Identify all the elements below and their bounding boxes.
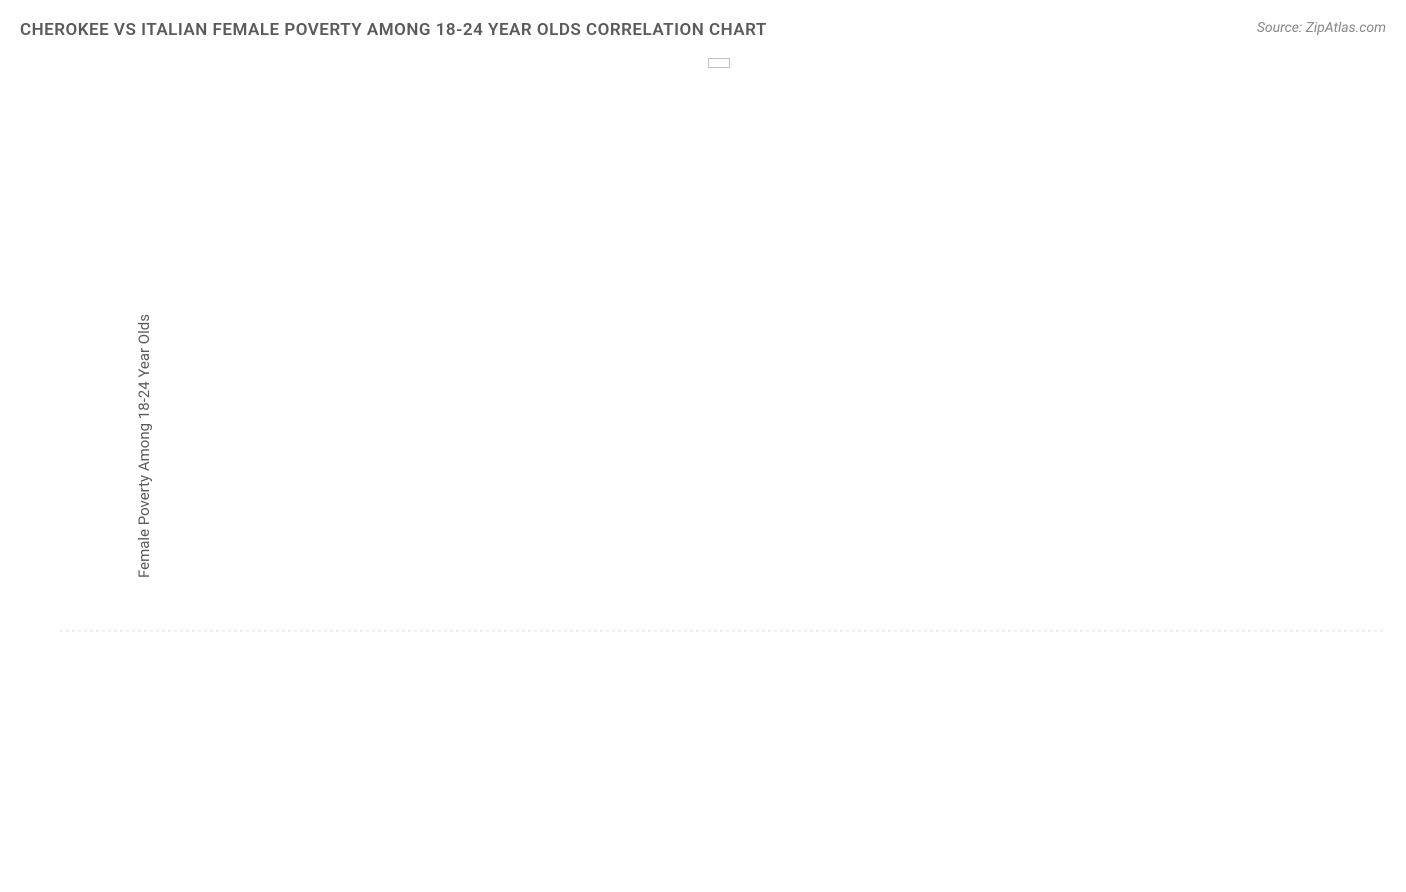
chart-title: CHEROKEE VS ITALIAN FEMALE POVERTY AMONG… [20, 20, 767, 40]
source-attribution: Source: ZipAtlas.com [1257, 20, 1386, 36]
scatter-chart-svg [54, 56, 1384, 836]
stats-legend-box [708, 58, 730, 68]
plot-area [54, 56, 1384, 836]
